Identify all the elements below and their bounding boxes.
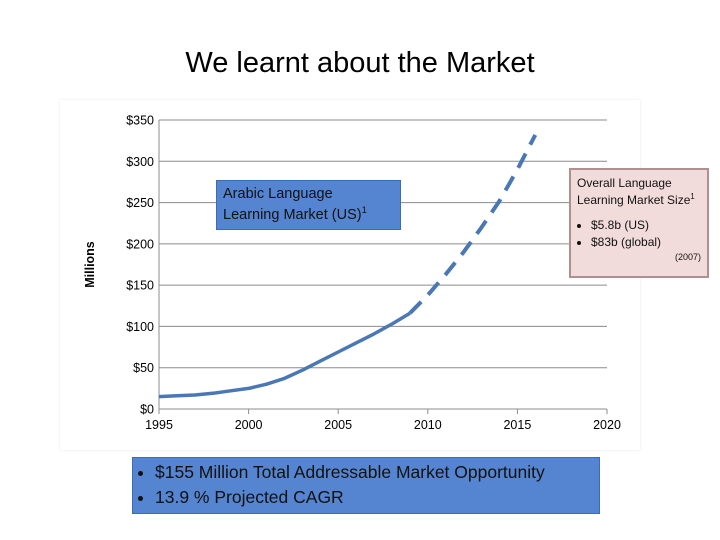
arabic-callout-line-2: Learning Market (US)1 xyxy=(223,205,394,226)
actual-series-line xyxy=(158,311,411,399)
overall-callout-footnote: 1 xyxy=(690,192,695,201)
overall-callout-list: $5.8b (US) $83b (global) xyxy=(577,217,701,251)
line-chart: $0 $50 $100 $150 $200 $250 $300 $350 1995 2000 200… xyxy=(83,114,621,433)
arabic-callout-line-2-text: Learning Market (US) xyxy=(223,207,362,223)
overall-callout-heading-2-text: Learning Market Size xyxy=(577,193,691,207)
y-tick-label: $250 xyxy=(126,196,154,210)
arabic-callout-footnote: 1 xyxy=(361,204,367,216)
x-tick-label: 2015 xyxy=(503,418,531,432)
x-tick-label: 2020 xyxy=(593,418,621,432)
arabic-market-callout: Arabic Language Learning Market (US)1 xyxy=(216,180,401,230)
x-tick-label: 2005 xyxy=(324,418,352,432)
y-tick-label: $100 xyxy=(126,320,154,334)
x-tick-label: 2000 xyxy=(235,418,263,432)
y-tick-label: $150 xyxy=(126,279,154,293)
summary-item-cagr: 13.9 % Projected CAGR xyxy=(155,485,593,510)
x-tick-label: 2010 xyxy=(414,418,442,432)
y-tick-label: $200 xyxy=(126,237,154,251)
y-tick-label: $350 xyxy=(126,114,154,128)
y-tick-label: $50 xyxy=(133,361,154,375)
y-tick-label: $0 xyxy=(140,403,154,417)
chart-area: $0 $50 $100 $150 $200 $250 $300 $350 1995 2000 200… xyxy=(60,100,640,450)
overall-market-callout: Overall Language Learning Market Size1 $… xyxy=(569,168,709,278)
summary-box: $155 Million Total Addressable Market Op… xyxy=(132,457,600,514)
arabic-callout-line-1: Arabic Language xyxy=(223,186,333,202)
slide-title: We learnt about the Market xyxy=(185,47,535,79)
overall-callout-year: (2007) xyxy=(674,252,701,262)
x-tick-label: 1995 xyxy=(145,418,173,432)
summary-list: $155 Million Total Addressable Market Op… xyxy=(139,460,593,510)
y-axis-title: Millions xyxy=(83,241,97,288)
overall-callout-heading-2: Learning Market Size1 xyxy=(577,192,701,209)
overall-callout-heading-1: Overall Language xyxy=(577,176,672,190)
overall-callout-item-global: $83b (global) xyxy=(591,234,701,251)
projected-series-line xyxy=(408,133,538,315)
y-tick-label: $300 xyxy=(126,155,154,169)
summary-item-tam: $155 Million Total Addressable Market Op… xyxy=(155,460,593,485)
overall-callout-item-us: $5.8b (US) xyxy=(591,217,701,234)
